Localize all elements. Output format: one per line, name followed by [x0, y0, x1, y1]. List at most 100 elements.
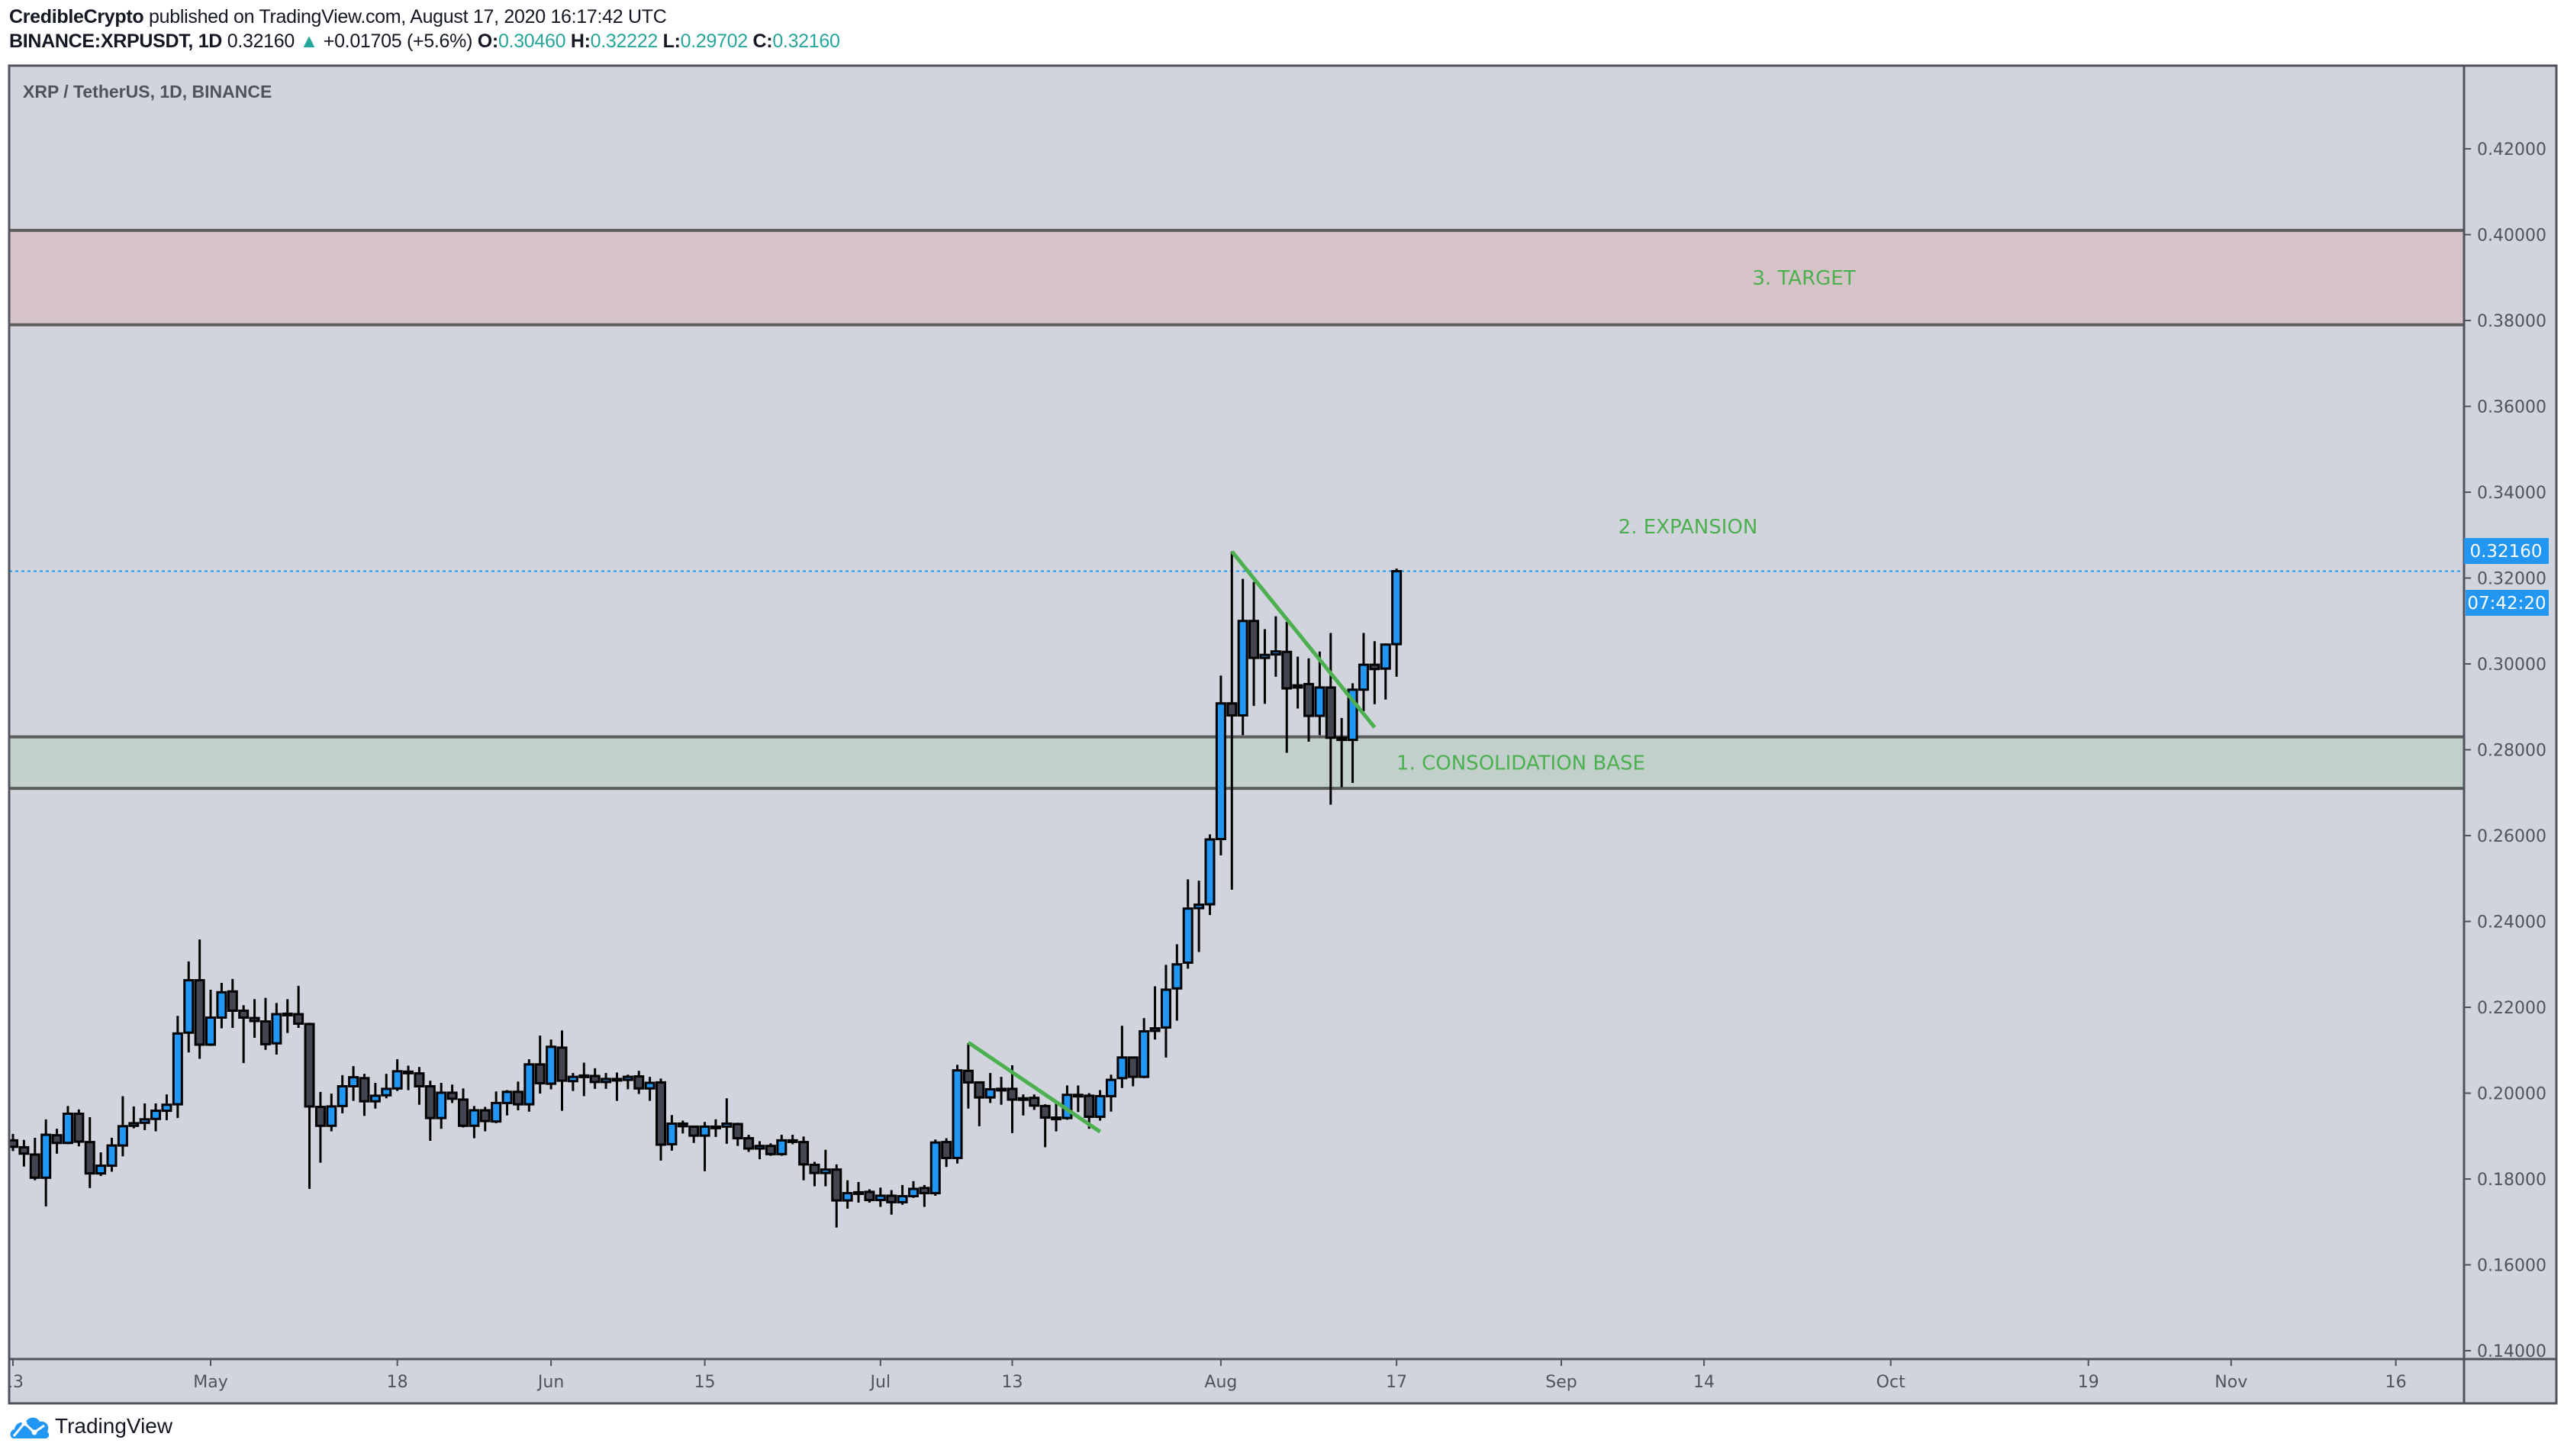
- candle: [523, 1059, 535, 1112]
- current-price-tag: [2464, 538, 2549, 564]
- high-label: H:: [570, 31, 591, 52]
- candle-body-up: [172, 1032, 183, 1106]
- candle-body-up: [381, 1087, 392, 1097]
- candle: [183, 961, 195, 1053]
- close-value: 0.32160: [772, 31, 840, 52]
- candle: [491, 1091, 502, 1123]
- candle-body-up: [501, 1090, 513, 1104]
- candle-body-down: [1072, 1094, 1084, 1098]
- candle: [699, 1122, 710, 1171]
- candle-body-up: [699, 1125, 710, 1137]
- price-tick-label: 0.30000: [2477, 656, 2546, 675]
- candle-body-down: [9, 1139, 18, 1148]
- candle: [1072, 1085, 1084, 1113]
- candle: [952, 1065, 963, 1164]
- candle: [864, 1189, 875, 1203]
- candle-body-down: [479, 1109, 491, 1123]
- candle: [62, 1106, 73, 1145]
- candle: [1303, 658, 1315, 742]
- price-tick-label: 0.42000: [2477, 140, 2546, 159]
- price-axis[interactable]: 0.140000.160000.180000.200000.220000.240…: [2464, 140, 2546, 1361]
- candle-body-up: [95, 1164, 107, 1175]
- candle: [743, 1135, 755, 1152]
- candle-body-up: [842, 1192, 853, 1202]
- candle: [732, 1123, 743, 1146]
- candle-body-up: [875, 1194, 886, 1202]
- candle: [787, 1135, 798, 1145]
- candle-body-up: [1139, 1030, 1150, 1078]
- candle-body-up: [929, 1141, 941, 1195]
- candle-body-down: [1029, 1097, 1040, 1107]
- close-label: C:: [752, 31, 773, 52]
- candle-body-up: [40, 1133, 52, 1179]
- candle-body-up: [567, 1075, 578, 1083]
- candle: [391, 1059, 403, 1091]
- candle: [227, 978, 238, 1028]
- candle: [139, 1103, 150, 1130]
- candle-body-up: [1182, 907, 1193, 964]
- zone-1: [9, 230, 2464, 325]
- candle-body-up: [161, 1103, 172, 1113]
- candle-body-down: [831, 1168, 842, 1202]
- price-tick-label: 0.34000: [2477, 484, 2546, 503]
- price-change: +0.01705 (+5.6%): [323, 31, 473, 52]
- candle-body-down: [941, 1141, 952, 1159]
- candle: [677, 1120, 688, 1134]
- candle-body-up: [1314, 686, 1325, 717]
- candle-body-up: [1204, 838, 1216, 906]
- candle-body-up: [183, 979, 195, 1034]
- candle-body-up: [1094, 1094, 1106, 1118]
- author-name[interactable]: CredibleCrypto: [9, 6, 144, 27]
- time-tick-label: May: [193, 1373, 227, 1392]
- candle: [809, 1161, 820, 1187]
- candle: [194, 939, 205, 1059]
- candle: [897, 1184, 908, 1205]
- candle-body-down: [743, 1137, 755, 1150]
- candle: [996, 1077, 1007, 1105]
- candle: [831, 1164, 842, 1228]
- candle: [1391, 569, 1403, 677]
- candle: [1314, 651, 1325, 736]
- candle: [326, 1094, 337, 1132]
- candle-body-up: [622, 1075, 633, 1081]
- candle-body-down: [534, 1063, 546, 1085]
- candle-body-up: [1237, 620, 1248, 717]
- tradingview-logo[interactable]: TradingView: [9, 1413, 172, 1439]
- countdown-label: 07:42:20: [2467, 594, 2546, 614]
- candle: [688, 1125, 700, 1143]
- time-tick-label: 18: [387, 1373, 408, 1392]
- candle: [1116, 1026, 1128, 1088]
- candle: [249, 999, 260, 1038]
- price-tick-label: 0.22000: [2477, 999, 2546, 1018]
- candle-body-down: [1281, 650, 1293, 690]
- candle: [754, 1141, 765, 1160]
- candle: [633, 1071, 645, 1094]
- candle: [589, 1068, 601, 1089]
- trendline: [967, 1041, 1102, 1134]
- price-tick-label: 0.18000: [2477, 1171, 2546, 1190]
- candle-body-down: [589, 1074, 601, 1084]
- candle-body-up: [776, 1139, 788, 1155]
- candle: [1292, 656, 1303, 709]
- candle-body-down: [84, 1141, 95, 1175]
- candle: [172, 1016, 183, 1119]
- candle-body-down: [249, 1016, 260, 1023]
- candle: [457, 1088, 469, 1128]
- candle: [271, 1003, 282, 1055]
- candle: [73, 1109, 85, 1147]
- candle-body-down: [414, 1072, 425, 1087]
- candles-layer: [9, 551, 1403, 1228]
- candle: [1160, 965, 1171, 1058]
- candle-body-up: [984, 1087, 996, 1099]
- candle-body-up: [820, 1168, 831, 1174]
- candle-body-up: [128, 1122, 140, 1127]
- time-axis[interactable]: 13 May 18 Jun 15 Jul 13 Aug 17 Sep 14 Oct 19 Nov 16: [2, 1359, 2407, 1392]
- candle-body-up: [644, 1081, 655, 1090]
- candle: [9, 1133, 18, 1152]
- open-value: 0.30460: [498, 31, 566, 52]
- candle: [919, 1184, 930, 1207]
- candle: [117, 1096, 128, 1157]
- candle-body-up: [369, 1094, 381, 1103]
- candle-body-down: [787, 1139, 798, 1143]
